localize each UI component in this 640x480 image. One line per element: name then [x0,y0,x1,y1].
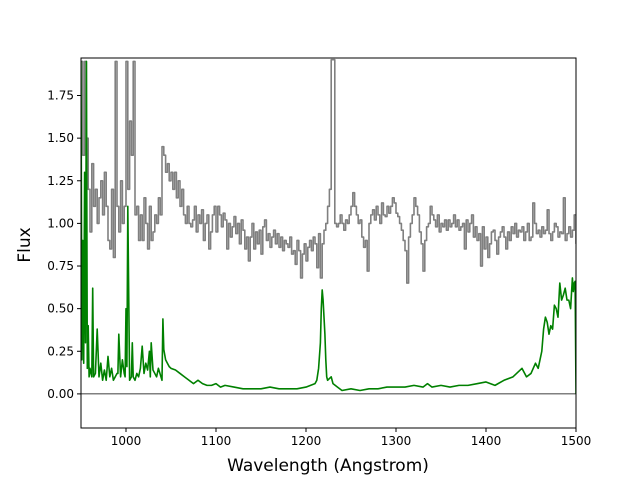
x-axis-title: Wavelength (Angstrom) [227,456,429,476]
x-tick-label: 1400 [471,434,502,448]
x-tick-label: 1200 [291,434,322,448]
plot-area [80,57,577,429]
plot-frame [80,57,577,429]
y-tick-label: 1.50 [47,131,74,145]
y-tick-label: 1.00 [47,216,74,230]
x-tick-label: 1500 [561,434,592,448]
y-axis-title: Flux [15,227,35,262]
x-axis: 1000 1100 1200 1300 1400 1500 [111,428,592,448]
y-tick-label: 0.00 [47,387,74,401]
x-tick-label: 1300 [381,434,412,448]
x-tick-label: 1100 [201,434,232,448]
y-axis: 0.00 0.25 0.50 0.75 1.00 1.25 1.50 1.75 [47,89,81,401]
y-tick-label: 1.25 [47,174,74,188]
y-tick-label: 0.25 [47,344,74,358]
series-line-1 [81,58,576,284]
y-tick-label: 1.75 [47,89,74,103]
x-tick-label: 1000 [111,434,142,448]
y-tick-label: 0.50 [47,302,74,316]
y-tick-label: 0.75 [47,259,74,273]
series-line-2 [81,60,576,394]
